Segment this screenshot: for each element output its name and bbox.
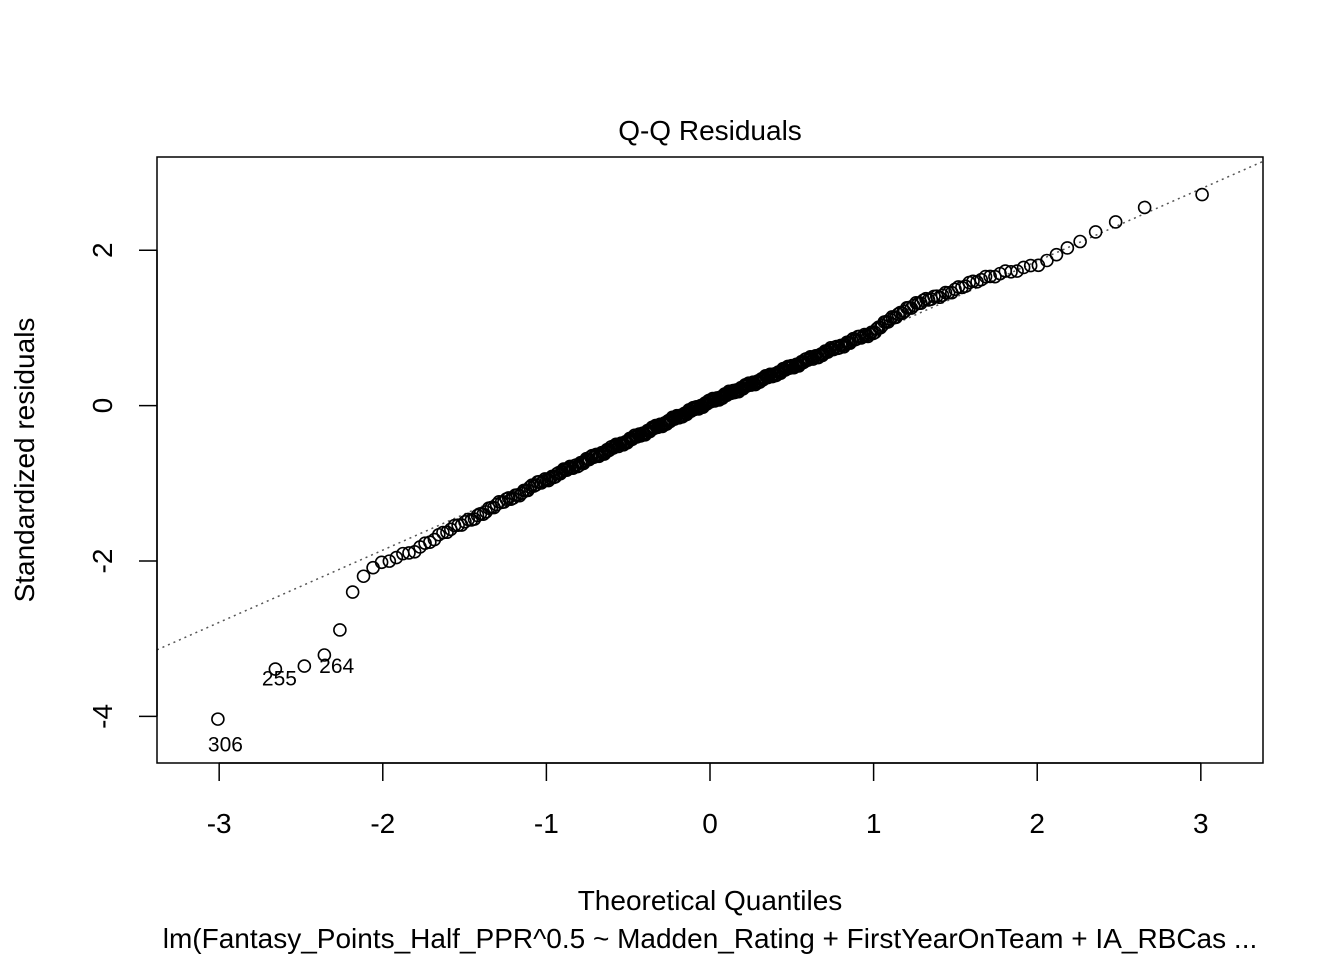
qq-point: [978, 269, 993, 284]
outlier-label: 306: [208, 734, 243, 757]
qq-point: [451, 518, 465, 532]
x-tick-label: 1: [866, 808, 882, 839]
data-points: [211, 187, 1209, 726]
qq-point: [297, 659, 312, 673]
qq-point: [389, 550, 404, 565]
qq-point: [1016, 260, 1031, 275]
y-axis-label: Standardized residuals: [9, 318, 40, 603]
qq-point: [1060, 241, 1075, 255]
outlier-label: 264: [319, 655, 354, 678]
x-tick-label: 3: [1193, 808, 1209, 839]
qq-point: [1195, 187, 1209, 202]
qq-point: [374, 555, 389, 570]
x-tick-label: -3: [207, 808, 232, 839]
y-tick-label: -4: [87, 704, 118, 729]
qq-point: [1023, 258, 1038, 273]
qq-point: [268, 662, 283, 676]
plot-frame: [156, 156, 1264, 764]
x-axis-label: Theoretical Quantiles: [578, 885, 843, 916]
qq-point: [1073, 234, 1087, 249]
qq-point: [211, 712, 225, 726]
qq-point: [440, 525, 454, 540]
qq-point: [402, 546, 416, 560]
qq-point: [458, 515, 472, 529]
model-formula-subtitle: lm(Fantasy_Points_Half_PPR^0.5 ~ Madden_…: [163, 923, 1258, 954]
qq-point: [317, 648, 332, 662]
qq-point: [528, 478, 543, 492]
outlier-labels: 306 255 264: [208, 655, 355, 756]
qq-point: [366, 560, 380, 575]
qq-point: [418, 536, 432, 550]
x-tick-label: -1: [534, 808, 559, 839]
x-tick-label: -2: [370, 808, 395, 839]
qq-point: [958, 279, 973, 293]
qq-point: [974, 272, 989, 287]
qq-point: [356, 569, 371, 584]
qq-point: [497, 495, 511, 509]
qq-point: [333, 623, 347, 637]
qq-point: [935, 288, 950, 303]
chart-title: Q-Q Residuals: [618, 115, 802, 146]
y-tick-label: 0: [87, 398, 118, 414]
qq-point: [1004, 265, 1018, 279]
y-tick-label: -2: [87, 549, 118, 574]
qq-point: [1040, 253, 1054, 268]
qq-point: [1010, 264, 1024, 278]
axes: -3 -2 -1 0 1 2 3 -4 -2 0 2: [87, 242, 1209, 839]
x-tick-label: 2: [1029, 808, 1045, 839]
qq-point: [606, 441, 621, 455]
qq-point: [382, 554, 397, 568]
qq-point: [1088, 225, 1103, 239]
qq-point: [1049, 247, 1064, 262]
qq-point: [345, 585, 360, 599]
qq-point: [436, 525, 450, 540]
y-tick-label: 2: [87, 242, 118, 258]
qq-point: [427, 532, 442, 547]
outlier-label: 255: [262, 668, 297, 691]
x-tick-label: 0: [702, 808, 718, 839]
qq-point: [983, 269, 997, 284]
qq-point: [1108, 215, 1123, 229]
qq-point: [1137, 200, 1152, 215]
